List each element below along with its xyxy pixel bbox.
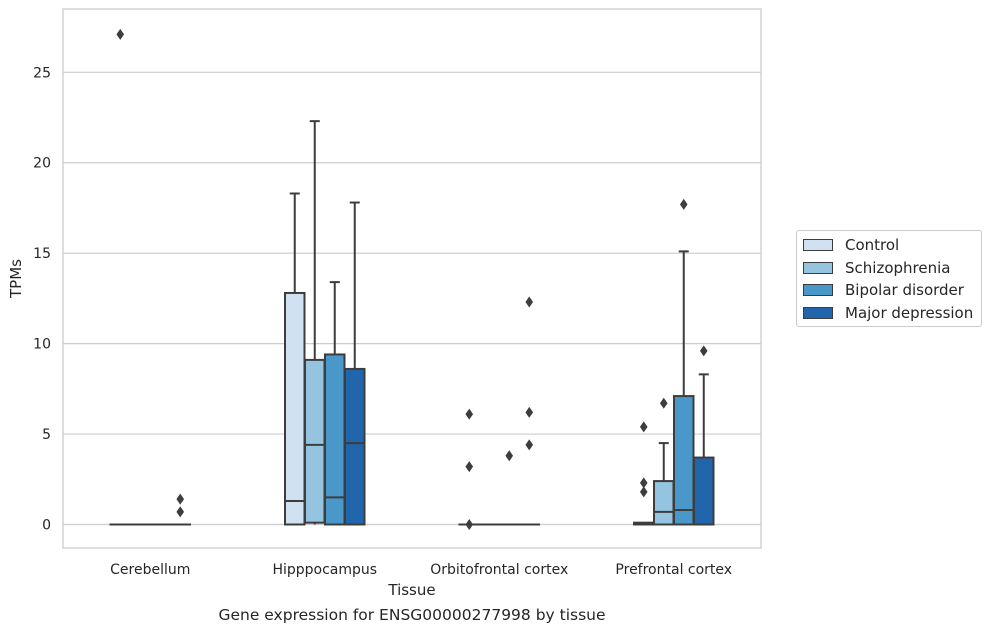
x-tick-label: Cerebellum xyxy=(110,562,190,578)
legend-swatch xyxy=(803,306,833,319)
outlier-point xyxy=(525,439,534,451)
box xyxy=(304,358,326,524)
box-group xyxy=(109,28,191,526)
y-tick-label: 0 xyxy=(42,517,51,533)
outlier-point xyxy=(525,406,534,418)
outlier-point xyxy=(639,477,648,489)
box xyxy=(284,291,306,526)
outlier-point xyxy=(639,486,648,498)
plot-frame xyxy=(62,8,762,549)
outlier-point xyxy=(465,461,474,473)
x-tick-label: Hipppocampus xyxy=(272,562,377,578)
outlier-point xyxy=(659,397,668,409)
box xyxy=(344,367,366,526)
outlier-point xyxy=(525,296,534,308)
outlier-point xyxy=(465,408,474,420)
legend-item-schizophrenia: Schizophrenia xyxy=(797,257,981,280)
legend-swatch xyxy=(803,239,833,252)
y-axis-label: TPMs xyxy=(7,259,25,299)
outlier-point xyxy=(116,28,125,40)
box xyxy=(324,353,346,526)
x-tick-label: Orbitofrontal cortex xyxy=(430,562,568,578)
legend-swatch xyxy=(803,261,833,274)
outlier-point xyxy=(679,198,688,210)
legend-label: Major depression xyxy=(845,303,974,322)
box xyxy=(673,395,695,526)
outlier-point xyxy=(639,421,648,433)
gridlines xyxy=(63,71,761,526)
y-tick-labels: 0 5 10 15 20 25 xyxy=(33,65,51,533)
x-tick-labels: Cerebellum Hipppocampus Orbitofrontal cort… xyxy=(110,562,732,578)
box-group xyxy=(458,296,540,530)
legend-item-control: Control xyxy=(797,234,981,257)
box xyxy=(653,480,675,526)
outlier-point xyxy=(699,345,708,357)
y-tick-label: 10 xyxy=(33,337,51,353)
legend-item-bipolar-disorder: Bipolar disorder xyxy=(797,279,981,302)
box-groups xyxy=(109,28,715,530)
outlier-point xyxy=(505,450,514,462)
y-tick-label: 20 xyxy=(33,156,51,172)
box xyxy=(693,456,715,526)
outlier-point xyxy=(176,506,185,518)
legend-item-major-depression: Major depression xyxy=(797,302,981,325)
outlier-point xyxy=(176,493,185,505)
x-tick-label: Prefrontal cortex xyxy=(615,562,732,578)
y-tick-label: 25 xyxy=(33,65,51,81)
y-tick-label: 5 xyxy=(42,427,51,443)
legend: Control Schizophrenia Bipolar disorder M… xyxy=(796,230,982,327)
legend-label: Control xyxy=(845,236,900,255)
legend-label: Bipolar disorder xyxy=(845,281,964,300)
x-axis-label: Tissue xyxy=(387,581,435,599)
legend-label: Schizophrenia xyxy=(845,258,951,277)
legend-swatch xyxy=(803,284,833,297)
box-group xyxy=(284,120,366,526)
outlier-point xyxy=(465,518,474,530)
y-tick-label: 15 xyxy=(33,246,51,262)
figure-caption: Gene expression for ENSG00000277998 by t… xyxy=(218,606,606,624)
box-group xyxy=(633,198,715,526)
